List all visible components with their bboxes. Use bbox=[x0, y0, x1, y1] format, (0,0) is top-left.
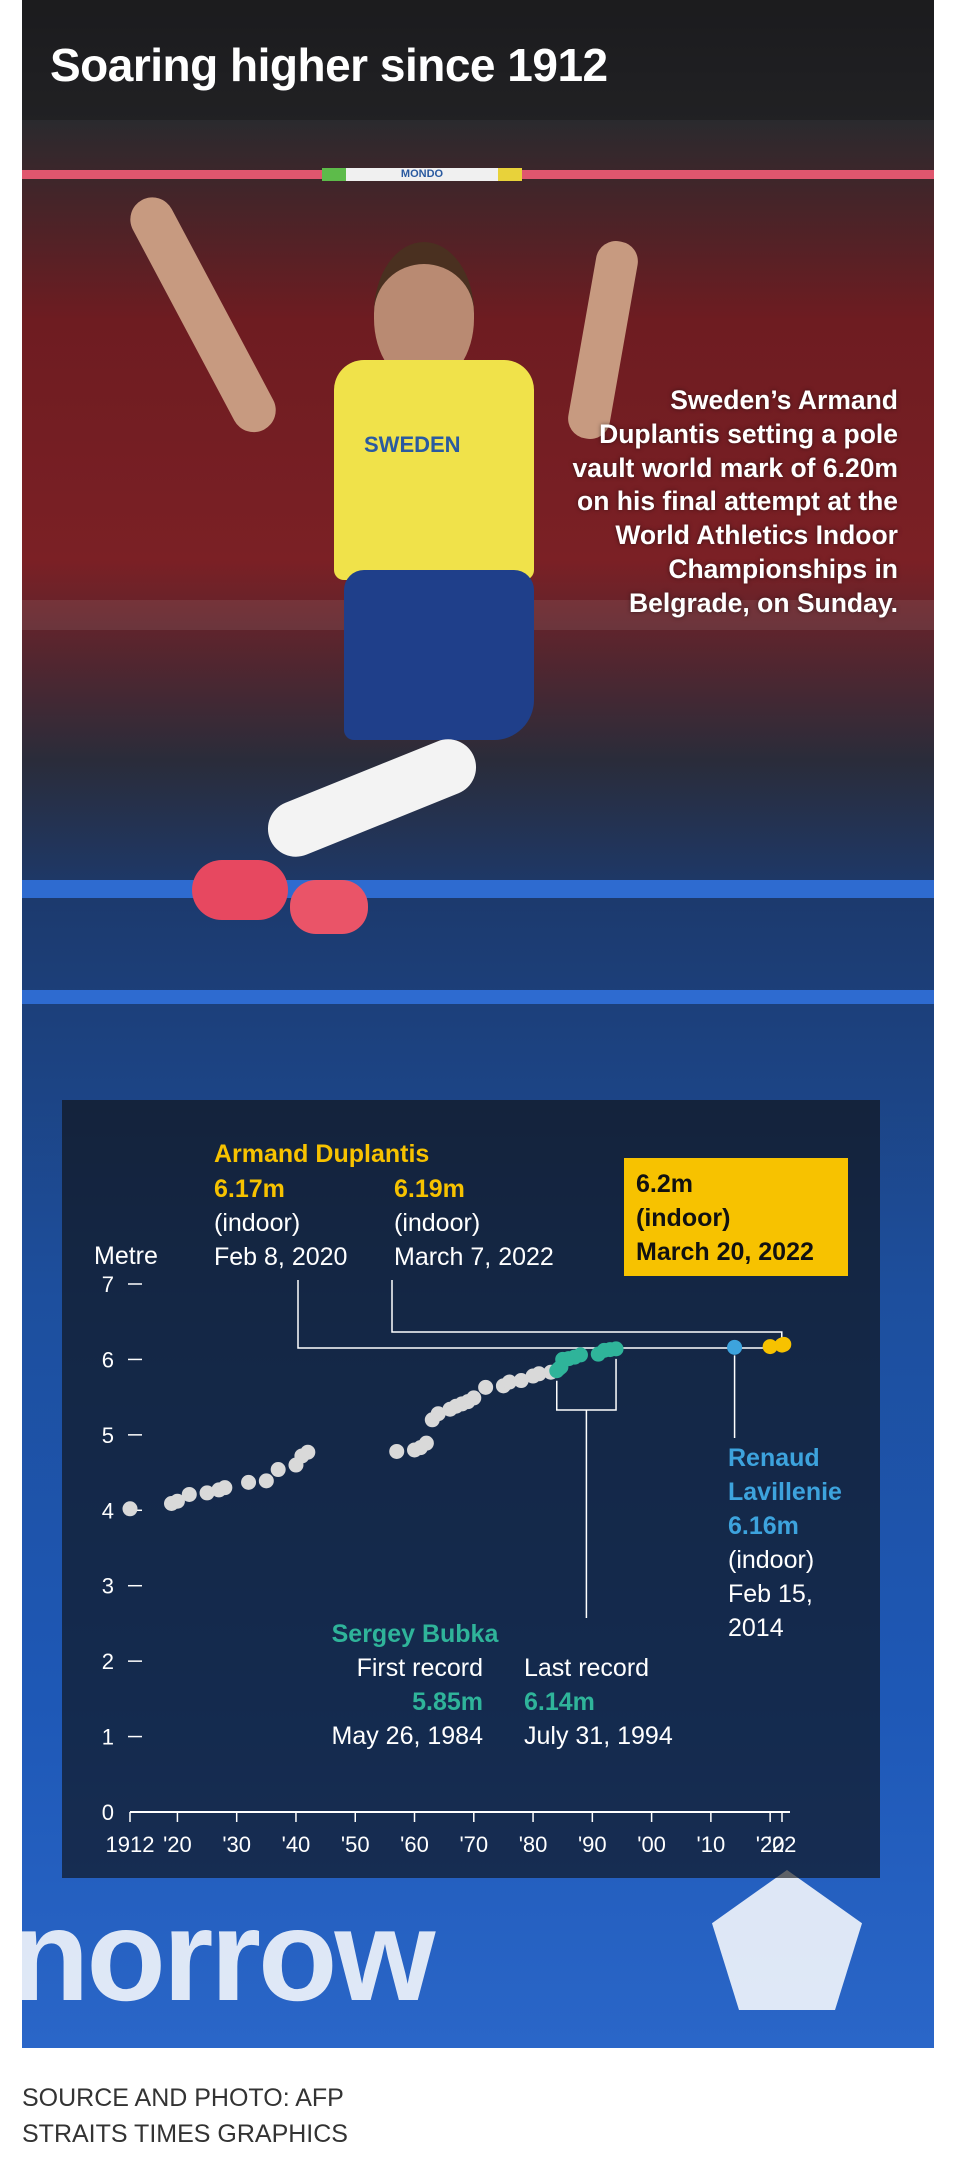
blue-rail bbox=[22, 990, 934, 1004]
leader-duplantis-1 bbox=[297, 1280, 779, 1349]
record-point bbox=[217, 1480, 233, 1496]
lavillenie-record-point bbox=[727, 1339, 743, 1355]
y-tick-label: 6 bbox=[102, 1347, 114, 1372]
record-point bbox=[300, 1444, 316, 1460]
leader-lines bbox=[297, 1280, 783, 1618]
record-point bbox=[513, 1373, 529, 1389]
crossbar-label: MONDO bbox=[322, 168, 522, 181]
record-point bbox=[241, 1474, 257, 1490]
x-tick-label: '40 bbox=[282, 1832, 311, 1857]
y-tick-label: 4 bbox=[102, 1498, 114, 1523]
record-point bbox=[270, 1462, 286, 1478]
record-point bbox=[389, 1443, 405, 1459]
y-tick-label: 1 bbox=[102, 1725, 114, 1750]
record-point bbox=[466, 1390, 482, 1406]
athlete-shoe bbox=[290, 880, 368, 934]
banner-logo bbox=[712, 1870, 862, 2010]
x-tick-label: '90 bbox=[578, 1832, 607, 1857]
x-tick-label: '70 bbox=[459, 1832, 488, 1857]
bubka-record-point bbox=[608, 1341, 624, 1357]
duplantis-1-date: Feb 8, 2020 bbox=[214, 1243, 347, 1271]
x-tick-label: 1912 bbox=[106, 1832, 155, 1857]
duplantis-2-date: March 7, 2022 bbox=[394, 1243, 554, 1271]
lavillenie-name-2: Lavillenie bbox=[728, 1478, 842, 1506]
y-tick-label: 5 bbox=[102, 1423, 114, 1448]
x-tick-label: '20 bbox=[163, 1832, 192, 1857]
x-tick-label: '00 bbox=[637, 1832, 666, 1857]
y-tick-label: 0 bbox=[102, 1800, 114, 1825]
y-tick-label: 7 bbox=[102, 1272, 114, 1297]
duplantis-2-value: 6.19m bbox=[394, 1175, 465, 1203]
bubka-last-date: July 31, 1994 bbox=[524, 1722, 673, 1750]
duplantis-2-note: (indoor) bbox=[394, 1209, 480, 1237]
bubka-last-label: Last record bbox=[524, 1654, 649, 1682]
duplantis-name: Armand Duplantis bbox=[214, 1140, 429, 1168]
x-tick-label: '10 bbox=[697, 1832, 726, 1857]
record-point bbox=[478, 1379, 494, 1395]
duplantis-3-date: March 20, 2022 bbox=[636, 1238, 814, 1266]
x-tick-label: '20 bbox=[756, 1832, 785, 1857]
lavillenie-note: (indoor) bbox=[728, 1546, 814, 1574]
duplantis-3-box bbox=[624, 1158, 848, 1276]
y-tick-label: 2 bbox=[102, 1649, 114, 1674]
record-point bbox=[531, 1366, 547, 1382]
y-tick-label: 3 bbox=[102, 1574, 114, 1599]
chart-panel: Metre 0 1 2 3 4 5 6 7 1912 '20 '30 '40 '50 '60 '70 '80… bbox=[62, 1100, 880, 1878]
blue-rail bbox=[22, 880, 934, 898]
y-axis: 0 1 2 3 4 5 6 7 bbox=[102, 1272, 142, 1825]
lavillenie-value: 6.16m bbox=[728, 1512, 799, 1540]
duplantis-record-point bbox=[776, 1336, 792, 1352]
lavillenie-name-1: Renaud bbox=[728, 1444, 820, 1472]
record-point bbox=[181, 1486, 197, 1502]
photo-caption: Sweden’s Armand Duplantis setting a pole… bbox=[572, 385, 898, 618]
jersey-text: SWEDEN bbox=[364, 432, 461, 457]
duplantis-1-value: 6.17m bbox=[214, 1175, 285, 1203]
record-point bbox=[169, 1493, 185, 1509]
x-tick-label: '80 bbox=[519, 1832, 548, 1857]
athlete-left-arm bbox=[122, 189, 284, 440]
bubka-last-value: 6.14m bbox=[524, 1688, 595, 1716]
record-point bbox=[199, 1485, 215, 1501]
lavillenie-date-2: 2014 bbox=[728, 1614, 784, 1642]
x-tick-label: '30 bbox=[222, 1832, 251, 1857]
bubka-name: Sergey Bubka bbox=[332, 1620, 500, 1648]
bubka-first-date: May 26, 1984 bbox=[332, 1722, 484, 1750]
x-axis: 1912'20'30'40'50'60'70'80'90'00'10'20'22 bbox=[106, 1811, 797, 1857]
bubka-record-point bbox=[572, 1347, 588, 1363]
athlete-shorts bbox=[344, 570, 534, 740]
banner-text: norrow bbox=[22, 1882, 436, 2028]
athlete-shoe bbox=[192, 860, 288, 920]
duplantis-3-value: 6.2m bbox=[636, 1170, 693, 1198]
footer: SOURCE AND PHOTO: AFP STRAITS TIMES GRAP… bbox=[22, 2080, 348, 2152]
duplantis-record-point bbox=[762, 1339, 778, 1355]
athlete-jersey: SWEDEN bbox=[334, 360, 534, 580]
bubka-first-value: 5.85m bbox=[412, 1688, 483, 1716]
x-tick-label: '60 bbox=[400, 1832, 429, 1857]
duplantis-1-note: (indoor) bbox=[214, 1209, 300, 1237]
data-points bbox=[122, 1336, 792, 1517]
record-point bbox=[501, 1374, 517, 1390]
y-axis-label: Metre bbox=[94, 1242, 158, 1270]
source-credit: SOURCE AND PHOTO: AFP bbox=[22, 2084, 344, 2112]
duplantis-3-note: (indoor) bbox=[636, 1204, 730, 1232]
page-title: Soaring higher since 1912 bbox=[50, 39, 608, 91]
leader-duplantis-2 bbox=[391, 1280, 783, 1347]
title-band bbox=[22, 0, 934, 120]
graphics-credit: STRAITS TIMES GRAPHICS bbox=[22, 2120, 348, 2148]
x-tick-label: '50 bbox=[341, 1832, 370, 1857]
bubka-first-label: First record bbox=[357, 1654, 483, 1682]
x-tick-label: '22 bbox=[768, 1832, 797, 1857]
record-point bbox=[258, 1473, 274, 1489]
athlete-leg bbox=[259, 730, 485, 866]
record-chart: Metre 0 1 2 3 4 5 6 7 1912 '20 '30 '40 '50 '60 '70 '80… bbox=[94, 1140, 848, 1857]
record-point bbox=[418, 1435, 434, 1451]
lavillenie-date-1: Feb 15, bbox=[728, 1580, 813, 1608]
record-point bbox=[430, 1406, 446, 1422]
record-point bbox=[122, 1501, 138, 1517]
